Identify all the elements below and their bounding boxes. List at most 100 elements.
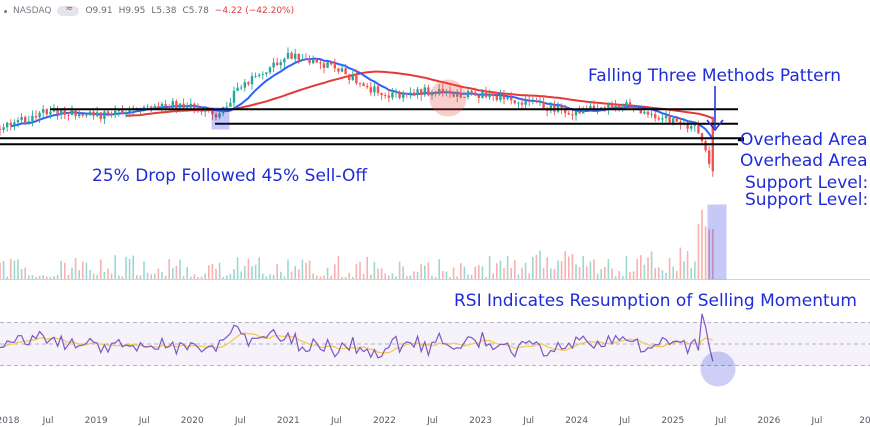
volume-bar — [272, 274, 275, 279]
candle-body — [650, 114, 653, 115]
candle-body — [121, 109, 124, 114]
volume-bar — [60, 261, 62, 279]
volume-bar — [676, 271, 678, 279]
candle-body — [250, 76, 254, 85]
volume-bar — [474, 266, 476, 279]
candle-body — [348, 74, 351, 80]
x-tick-label: 2021 — [277, 416, 300, 426]
candle-body — [351, 73, 354, 80]
candle-body — [686, 123, 689, 129]
candle-body — [524, 100, 527, 105]
x-tick-label: 2024 — [565, 416, 588, 426]
candle-body — [254, 75, 257, 77]
candle-body — [610, 104, 614, 109]
sma50-path — [10, 57, 714, 140]
volume-bar — [355, 263, 358, 279]
volume-bar — [244, 265, 246, 279]
candle-body — [441, 88, 444, 93]
candle-body — [218, 113, 221, 118]
volume-bar — [499, 260, 502, 279]
wave-icon: ≈ — [65, 4, 74, 14]
volume-bar — [449, 276, 451, 279]
rsi-annotation: RSI Indicates Resumption of Selling Mome… — [454, 291, 857, 311]
candle-body — [456, 92, 459, 97]
volume-bar — [564, 251, 566, 279]
candle-body — [664, 115, 668, 119]
nasdaq-icon — [4, 9, 7, 13]
candle-body — [160, 104, 164, 109]
candle-body — [232, 90, 236, 103]
candle-body — [229, 102, 232, 107]
candle-body — [2, 127, 5, 130]
candle-body — [211, 110, 214, 115]
volume-bar — [10, 258, 12, 279]
volume-bar — [409, 275, 412, 279]
candle-body — [6, 122, 9, 128]
volume-bar — [0, 262, 1, 279]
volume-bar — [575, 264, 577, 279]
volume-bar — [510, 267, 512, 279]
candle-body — [571, 114, 574, 116]
candle-body — [549, 105, 552, 111]
candle-body — [387, 95, 390, 98]
x-tick-label: 2020 — [181, 416, 204, 426]
volume-bar — [49, 276, 52, 279]
volume-bar — [370, 274, 372, 279]
candle-body — [142, 107, 146, 108]
volume-bar — [665, 272, 667, 279]
candle-body — [639, 108, 642, 114]
volume-bar — [89, 269, 91, 279]
volume-bar — [31, 275, 34, 279]
volume-bar — [391, 273, 394, 279]
candle-body — [646, 111, 650, 115]
candle-body — [358, 83, 362, 85]
volume-bar — [100, 259, 102, 279]
candle-body — [308, 59, 311, 64]
candle-body — [700, 133, 704, 142]
drop-highlight-box — [211, 107, 230, 130]
x-tick-label: Jul — [714, 416, 726, 426]
candle-body — [492, 93, 495, 96]
candle-body — [409, 92, 412, 95]
volume-bar — [460, 263, 462, 279]
candle-body — [628, 102, 632, 107]
pattern-arrow-head — [706, 119, 724, 132]
volume-bar — [438, 259, 440, 279]
volume-bar — [46, 276, 48, 279]
candle-body — [265, 72, 268, 75]
candle-body — [283, 58, 286, 63]
candle-body — [88, 111, 92, 115]
candle-body — [182, 103, 185, 109]
volume-bar — [38, 276, 41, 279]
candle-body — [279, 62, 282, 66]
volume-bar — [28, 275, 30, 279]
volume-bar — [13, 260, 16, 279]
candle-body — [225, 106, 228, 108]
volume-bars — [0, 209, 870, 280]
candle-body — [268, 67, 272, 73]
volume-bar — [636, 258, 638, 279]
volume-bar — [211, 263, 214, 279]
candle-body — [49, 111, 52, 115]
chart-type-toggle[interactable]: ≈ — [57, 4, 80, 16]
volume-bar — [136, 274, 138, 279]
volume-bar — [269, 274, 271, 279]
volume-bar — [6, 276, 8, 279]
volume-bar — [121, 276, 124, 279]
candle-body — [506, 97, 509, 99]
volume-bar — [298, 269, 300, 279]
volume-bar — [373, 261, 376, 279]
candle-body — [27, 121, 30, 123]
volume-bar — [604, 267, 606, 279]
candle-body — [186, 107, 189, 109]
candle-body — [438, 88, 441, 95]
volume-bar — [647, 257, 649, 279]
volume-bar — [161, 272, 163, 279]
volume-bar — [366, 256, 368, 279]
x-tick-label: Jul — [330, 416, 342, 426]
candle-body — [430, 92, 434, 96]
x-tick-label: 2022 — [373, 416, 396, 426]
volume-bar — [42, 275, 44, 279]
candle-body — [693, 125, 696, 127]
